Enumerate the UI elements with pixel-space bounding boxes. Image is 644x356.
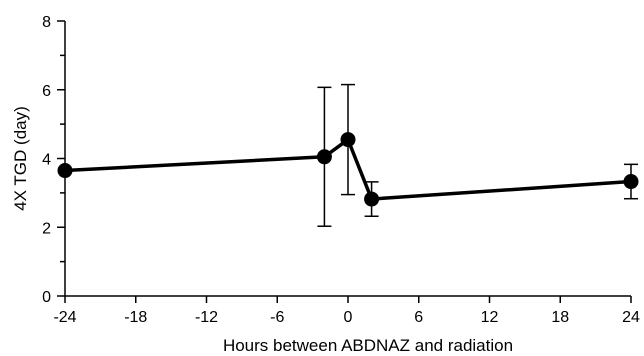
x-tick-label: 12: [481, 309, 499, 326]
y-tick-label: 2: [42, 220, 51, 237]
y-tick-label: 8: [42, 14, 51, 31]
x-tick-label: -12: [195, 309, 218, 326]
x-tick-label: -18: [124, 309, 147, 326]
plot-area: [57, 83, 639, 227]
data-point: [364, 191, 380, 207]
data-point: [340, 132, 356, 148]
y-tick-label: 0: [42, 289, 51, 306]
x-tick-label: 0: [344, 309, 353, 326]
y-tick-label: 6: [42, 83, 51, 100]
x-tick-label: 6: [414, 309, 423, 326]
x-tick-label: -6: [270, 309, 284, 326]
y-axis-title: 4X TGD (day): [11, 106, 30, 211]
y-ticks: 0 2 4 6 8: [42, 14, 65, 306]
data-point: [623, 174, 639, 190]
data-point: [316, 149, 332, 165]
x-ticks: -24 -18 -12 -6 0 6 12 18 24: [53, 296, 640, 326]
markers: [57, 132, 639, 207]
error-bars: [317, 83, 638, 227]
y-tick-label: 4: [42, 152, 51, 169]
x-tick-label: -24: [53, 309, 76, 326]
data-point: [57, 163, 73, 179]
x-tick-label: 24: [622, 309, 640, 326]
x-axis-title: Hours between ABDNAZ and radiation: [223, 336, 513, 355]
x-tick-label: 18: [551, 309, 569, 326]
